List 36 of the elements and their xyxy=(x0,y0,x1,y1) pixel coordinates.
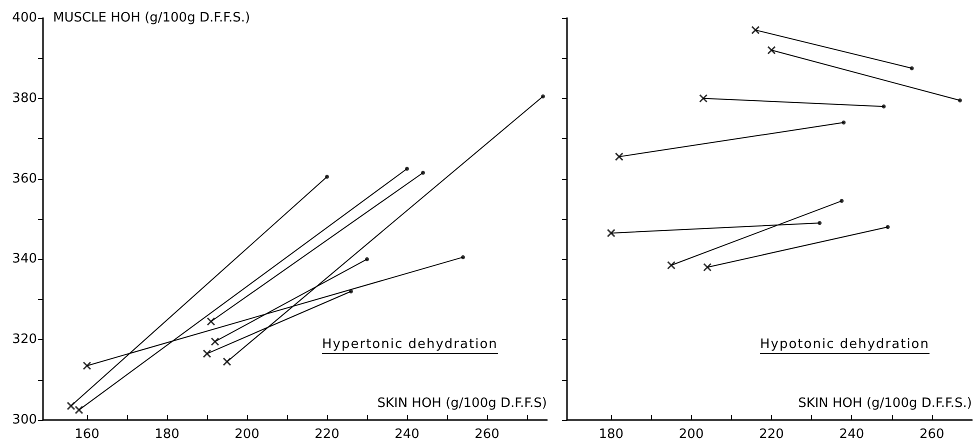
point xyxy=(699,94,708,103)
y-tick-label: 340 xyxy=(12,252,37,267)
annotation: Hypotonic dehydration xyxy=(760,337,930,352)
y-tick-label: 320 xyxy=(12,332,37,348)
point xyxy=(667,260,676,270)
x-tick-label: 200 xyxy=(234,427,260,441)
point xyxy=(751,26,760,34)
x-axis-title: SKIN HOH (g/100g D.F.F.S) xyxy=(377,396,547,411)
y-tick-label: 300 xyxy=(12,412,37,428)
point xyxy=(74,406,84,414)
x-tick-label: 160 xyxy=(74,427,100,441)
point xyxy=(614,152,624,161)
y-tick-label: 380 xyxy=(12,90,37,106)
point xyxy=(210,337,220,346)
x-tick-label: 180 xyxy=(598,427,624,441)
point xyxy=(767,46,776,54)
point xyxy=(82,361,92,370)
point xyxy=(606,228,616,238)
point xyxy=(206,317,216,326)
point xyxy=(222,357,232,366)
y-axis-title: MUSCLE HOH (g/100g D.F.F.S.) xyxy=(53,10,250,26)
annotation: Hypertonic dehydration xyxy=(322,337,498,352)
x-tick-label: 240 xyxy=(839,427,864,441)
x-tick-label: 200 xyxy=(678,427,704,441)
x-tick-label: 240 xyxy=(394,427,420,441)
point xyxy=(202,349,212,358)
point xyxy=(703,262,712,272)
y-tick-label: 360 xyxy=(12,171,37,186)
y-tick-label: 400 xyxy=(12,10,37,26)
x-tick-label: 260 xyxy=(919,427,944,441)
x-tick-label: 220 xyxy=(759,427,784,441)
x-tick-label: 260 xyxy=(474,427,500,441)
x-tick-label: 180 xyxy=(154,427,180,441)
point xyxy=(66,402,76,410)
x-tick-label: 220 xyxy=(314,427,340,441)
x-axis-title: SKIN HOH (g/100g D.F.F.S.) xyxy=(798,396,972,411)
